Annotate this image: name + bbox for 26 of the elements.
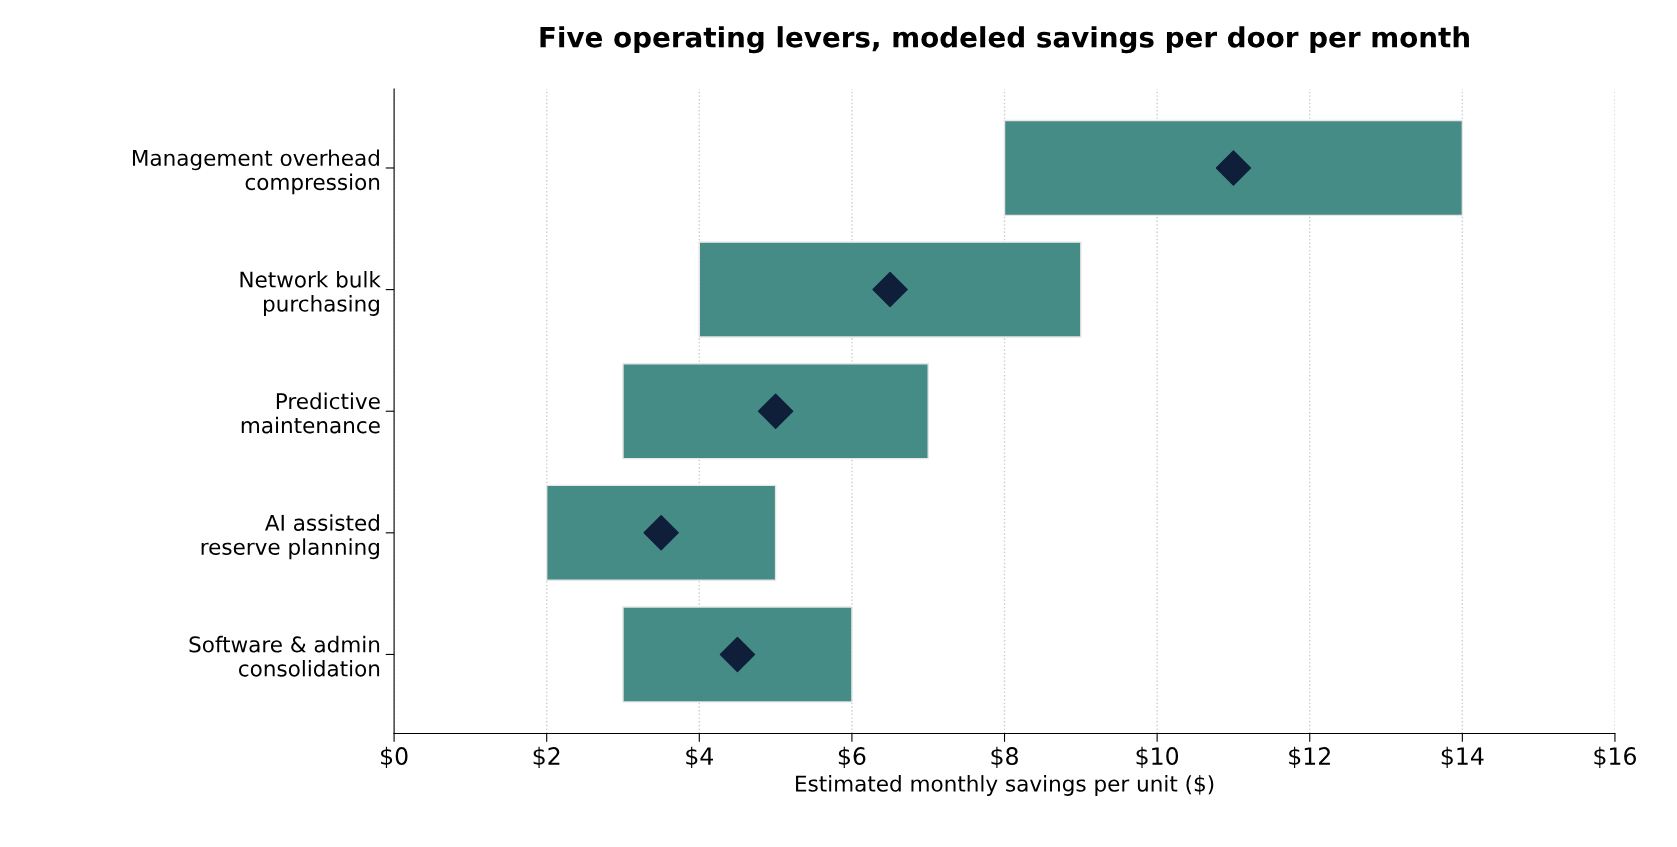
x-tick-label: $16 (1594, 746, 1636, 769)
x-axis-title: Estimated monthly savings per unit ($) (796, 775, 1214, 796)
x-tick-label: $0 (381, 746, 408, 769)
point (757, 393, 794, 429)
point (719, 636, 756, 673)
x-tick-label: $10 (1136, 746, 1179, 769)
y-tick-label: Management overhead compression (132, 149, 380, 195)
bar (622, 363, 929, 460)
bar (698, 241, 1082, 338)
bar (622, 606, 853, 703)
point (872, 271, 908, 308)
bar (546, 484, 777, 581)
y-tick-label: Network bulk purchasing (240, 271, 381, 316)
x-tick-label: $2 (533, 746, 560, 769)
x-tick-label: $4 (686, 746, 714, 769)
chart-title: Five operating levers, modeled savings per door per month (540, 26, 1469, 54)
y-tick-label: Software & admin consolidation (189, 635, 380, 677)
x-tick-label: $14 (1441, 746, 1484, 769)
x-tick-label: $6 (838, 746, 866, 769)
point (643, 515, 679, 551)
y-tick-label: Predictive maintenance (241, 392, 380, 434)
x-tick-label: $12 (1289, 746, 1330, 769)
bar (1003, 119, 1464, 217)
point (1215, 150, 1252, 186)
x-tick-label: $8 (991, 746, 1018, 769)
y-tick-label: AI assisted reserve planning (201, 514, 379, 560)
